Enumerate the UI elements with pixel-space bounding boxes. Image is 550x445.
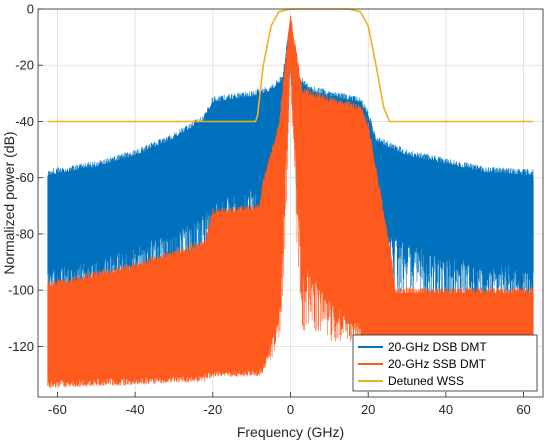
x-tick-label-4: 20: [361, 402, 375, 417]
legend-box: [352, 334, 538, 392]
x-tick-label-5: 40: [439, 402, 453, 417]
y-tick-label-1: -20: [15, 58, 34, 73]
x-tick-label-1: -40: [126, 402, 145, 417]
y-tick-label-6: -120: [8, 339, 34, 354]
y-tick-label-4: -80: [15, 226, 34, 241]
ticks: -60 -40 -20 0 20 40 60 0 -20 -40 -60 -80 -100 -120: [8, 2, 531, 418]
x-tick-label-0: -60: [48, 402, 67, 417]
x-tick-label-2: -20: [203, 402, 222, 417]
y-tick-label-3: -60: [15, 170, 34, 185]
y-tick-label-2: -40: [15, 114, 34, 129]
y-tick-label-0: 0: [27, 2, 34, 17]
legend: 20-GHz DSB DMT 20-GHz SSB DMT Detuned WSS: [352, 334, 538, 392]
legend-label-2: Detuned WSS: [388, 374, 464, 388]
x-axis-label: Frequency (GHz): [237, 424, 344, 440]
y-tick-label-5: -100: [8, 283, 34, 298]
legend-label-0: 20-GHz DSB DMT: [388, 340, 487, 354]
legend-label-1: 20-GHz SSB DMT: [388, 357, 487, 371]
x-tick-label-3: 0: [287, 402, 294, 417]
x-tick-label-6: 60: [516, 402, 530, 417]
y-axis-label: Normalized power (dB): [1, 131, 17, 274]
